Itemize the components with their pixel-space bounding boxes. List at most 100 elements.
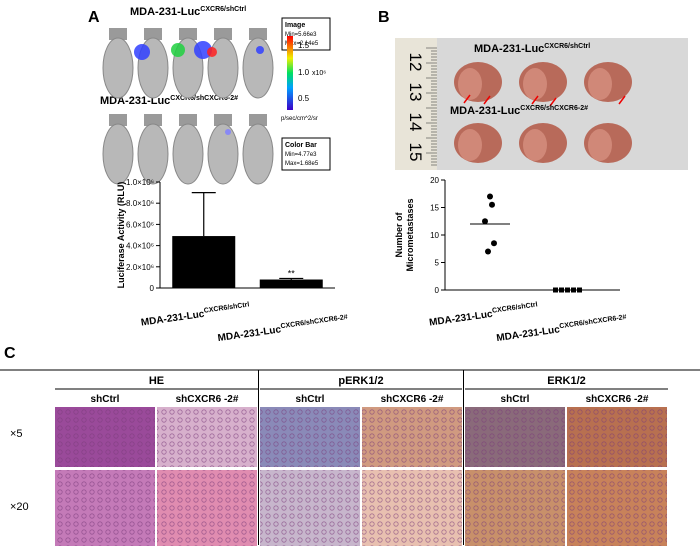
micrograph-texture — [260, 407, 360, 467]
colorbar-tick: 1.0 — [298, 68, 310, 77]
signal — [225, 129, 231, 135]
y-tick-label: 4.0×10⁶ — [126, 242, 154, 251]
lung — [523, 68, 547, 100]
dot — [565, 287, 570, 293]
ruler-labels: 12 13 14 15 — [406, 47, 437, 166]
magnification: ×5 — [10, 428, 23, 440]
micrograph-texture — [567, 470, 667, 546]
mouse-holder — [179, 114, 197, 126]
category-sup: CXCR6/shCtrl — [492, 301, 538, 314]
lung — [523, 129, 547, 161]
dot — [577, 287, 582, 293]
micrograph-texture — [362, 407, 462, 467]
mouse-holder — [214, 28, 232, 40]
micrograph-texture — [362, 470, 462, 546]
mouse-images — [102, 28, 274, 185]
color-bar — [287, 36, 293, 110]
signal — [256, 46, 264, 54]
signal — [134, 44, 150, 60]
mouse-holder — [144, 114, 162, 126]
stain-header: ERK1/2 — [547, 375, 586, 387]
arrow — [531, 95, 539, 105]
bar — [172, 236, 236, 288]
y-tick-label: 8.0×10⁶ — [126, 199, 154, 208]
ruler-number: 15 — [406, 143, 425, 162]
mouse — [242, 123, 274, 185]
mouse — [102, 123, 134, 185]
micrograph-texture — [465, 470, 565, 546]
y-tick-label: 0 — [435, 286, 440, 295]
lung — [458, 129, 482, 161]
dot — [491, 240, 497, 247]
x-tick-label: MDA-231-LucCXCR6/shCXCR6-2# — [496, 314, 628, 344]
micrograph-texture — [157, 470, 257, 546]
colorbar-tick: 1.5 — [298, 41, 310, 50]
info-text: Color Bar — [285, 142, 317, 149]
y-tick-label: 0 — [150, 284, 155, 293]
group-header: shCXCR6 -2# — [176, 394, 239, 405]
mouse-holder — [249, 114, 267, 126]
mouse — [242, 37, 274, 99]
micrograph-texture — [55, 470, 155, 546]
group-header: shCtrl — [91, 394, 120, 405]
mouse-holder — [214, 114, 232, 126]
category: MDA-231-Luc — [217, 324, 282, 344]
mouse-holder — [109, 114, 127, 126]
lung — [458, 68, 482, 100]
micrograph-texture — [157, 407, 257, 467]
dot — [482, 218, 488, 225]
ruler-number: 12 — [406, 53, 425, 72]
ruler-number: 14 — [406, 113, 425, 132]
photo-label: MDA-231-LucCXCR6/shCtrl — [474, 43, 590, 55]
info-text: Min=5.66e3 — [285, 32, 317, 38]
photo-label: MDA-231-LucCXCR6/shCXCR6-2# — [450, 105, 588, 117]
info-text: Max=2.14e5 — [285, 41, 319, 47]
dot — [487, 193, 493, 200]
x-tick-label: MDA-231-LucCXCR6/shCtrl — [428, 301, 538, 328]
micrograph-texture — [465, 407, 565, 467]
panel-label: C — [4, 345, 16, 362]
mouse — [102, 37, 134, 99]
info-text: Max=1.68e5 — [285, 161, 319, 167]
colorbar-tick: 0.5 — [298, 94, 310, 103]
ruler-number: 13 — [406, 83, 425, 102]
group-header: shCXCR6 -2# — [381, 394, 444, 405]
category: MDA-231-Luc — [496, 324, 561, 344]
y-tick-label: 1.0×10⁶ — [126, 178, 154, 187]
group-header: shCtrl — [501, 394, 530, 405]
y-axis-label: Micrometastases — [405, 198, 415, 271]
colorbar-unit: p/sec/cm^2/sr — [281, 116, 318, 122]
mouse — [207, 123, 239, 185]
info-text: Min=4.77e3 — [285, 152, 317, 158]
x-tick-label: MDA-231-LucCXCR6/shCXCR6-2# — [217, 314, 349, 344]
y-tick-label: 5 — [435, 259, 440, 268]
category: MDA-231-Luc — [140, 309, 205, 329]
mouse — [172, 123, 204, 185]
arrow — [483, 95, 491, 105]
y-tick-label: 15 — [430, 204, 439, 213]
lungs — [454, 62, 632, 163]
mouse-holder — [249, 28, 267, 40]
dot — [489, 201, 495, 208]
ruler — [395, 38, 437, 170]
y-axis-label: Luciferase Activity (RLU) — [116, 182, 126, 289]
mouse-holder — [109, 28, 127, 40]
y-tick-label: 20 — [430, 176, 439, 185]
dot — [559, 287, 564, 293]
histology-grid: HE pERK1/2 ERK1/2 shCtrl shCXCR6 -2# shCtrl sh… — [0, 369, 700, 546]
category-sup: CXCR6/shCXCR6-2# — [280, 314, 348, 330]
micrograph-texture — [260, 470, 360, 546]
annotation: ** — [288, 268, 296, 278]
stain-header: pERK1/2 — [338, 375, 383, 387]
lung — [588, 129, 612, 161]
stain-header: HE — [149, 375, 164, 387]
imaging-title: MDA-231-LucCXCR6/shCtrl — [130, 6, 246, 18]
info-text: Image — [285, 22, 305, 29]
bar — [259, 279, 323, 288]
info-box — [281, 137, 331, 171]
signal — [207, 47, 217, 57]
micrograph-texture — [55, 407, 155, 467]
dot — [485, 248, 491, 255]
x-tick-label: MDA-231-LucCXCR6/shCtrl — [140, 301, 250, 328]
